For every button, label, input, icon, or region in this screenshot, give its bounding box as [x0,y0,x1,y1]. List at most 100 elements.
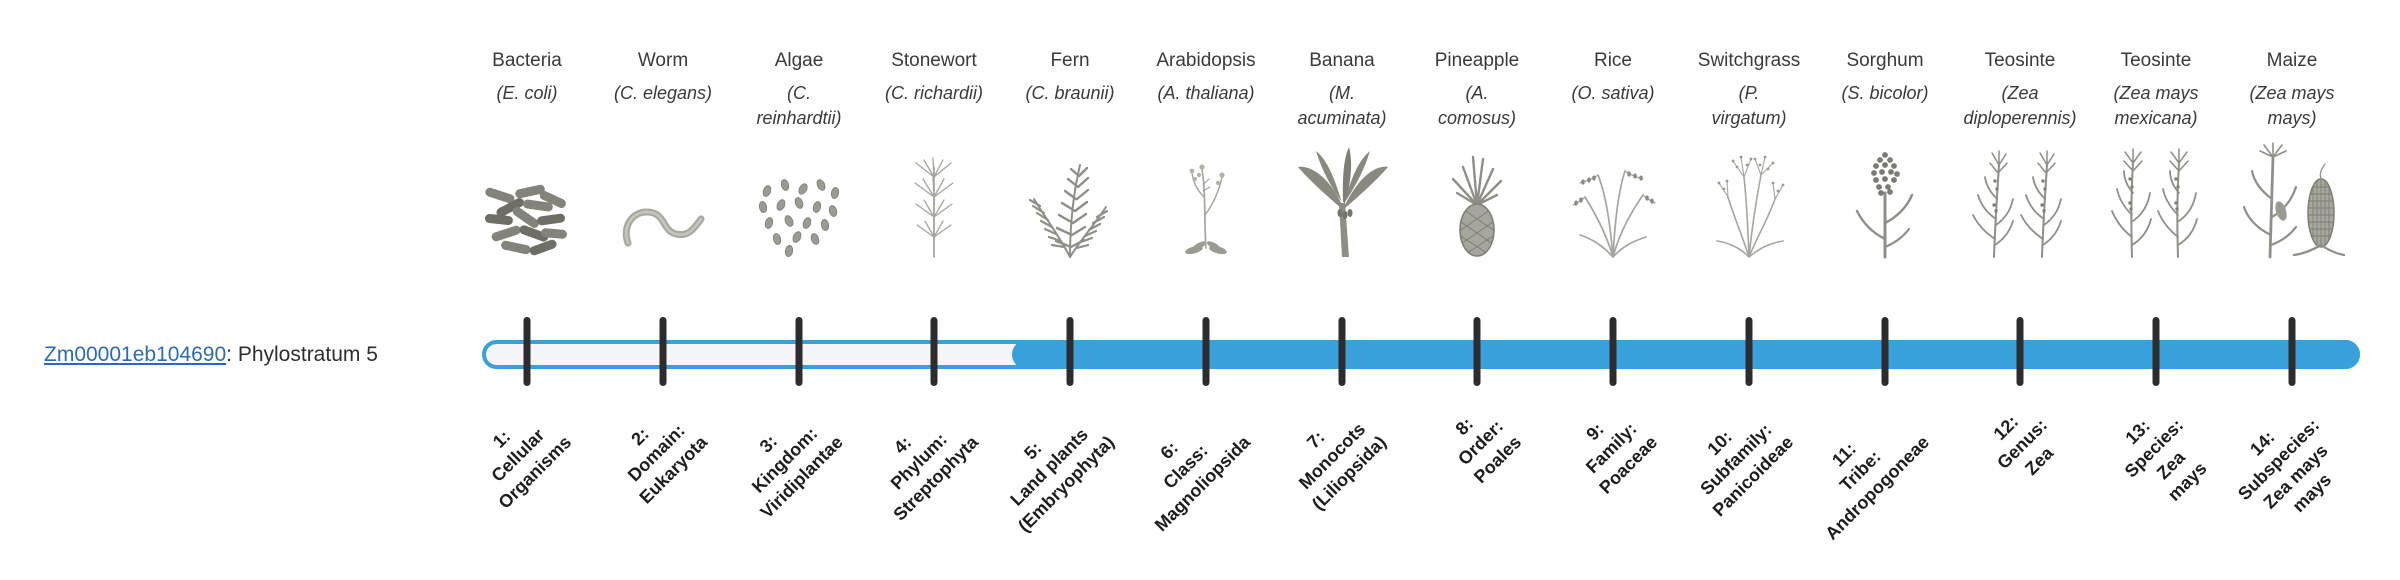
phylostratum-label: 9: Family: Poaceae [1582,418,1661,498]
organism-column-rice: Rice (O. sativa) [1533,50,1693,259]
phylostratum-tick [2288,317,2296,386]
stonewort-icon [914,157,954,258]
organism-column-teosinte-mexicana: Teosinte (Zea mays mexicana) [2076,50,2236,259]
phylostratum-label: 10: Subfamily: Panicoideae [1696,419,1797,521]
organism-scientific-name: (E. coli) [496,82,558,103]
organism-illustration [854,131,1014,259]
organism-common-name: Worm [637,50,689,71]
organism-scientific-name: (S. bicolor) [1841,82,1929,103]
organism-column-pineapple: Pineapple (A. comosus) [1397,50,1557,259]
organism-column-maize: Maize (Zea mays mays) [2212,50,2372,259]
phylostratum-tick [1338,317,1346,386]
organism-column-teosinte-diploperennis: Teosinte (Zea diploperennis) [1940,50,2100,259]
organism-scientific-name: (Zea mays mays) [2249,82,2335,128]
teosinte-icon [1972,150,2062,259]
organism-illustration [1126,131,1286,259]
organism-common-name: Teosinte [1984,50,2056,71]
phylostratum-label: 5: Land plants (Embryophyta) [1006,424,1118,536]
phylostratum-tick [930,317,938,386]
banana-icon [1298,147,1388,258]
phylostratum-label: 3: Kingdom: Viridiplantae [748,423,847,523]
organism-common-name: Bacteria [492,50,562,71]
fern-icon [1028,163,1109,258]
phylostratum-tick [2152,317,2160,386]
phylostratum-label: 2: Domain: Eukaryota [624,420,711,508]
rice-icon [1572,169,1656,258]
organism-common-name: Stonewort [891,50,977,71]
organism-illustration [1397,131,1557,259]
organism-column-worm: Worm (C. elegans) [583,50,743,259]
organism-illustration [1805,131,1965,259]
organism-scientific-name: (O. sativa) [1571,82,1655,103]
organism-column-bacteria: Bacteria (E. coli) [447,50,607,259]
phylostratum-tick [2016,317,2024,386]
organism-column-arabidopsis: Arabidopsis (A. thaliana) [1126,50,1286,259]
switchgrass-icon [1716,155,1785,258]
organism-illustration [990,131,1150,259]
gene-link[interactable]: Zm00001eb104690 [44,343,227,366]
organism-common-name: Switchgrass [1697,50,1801,71]
organism-illustration [2212,131,2372,259]
organism-illustration [583,131,743,259]
organism-common-name: Banana [1309,50,1375,71]
phylostratum-label: 11: Tribe: Andropogoneae [1821,431,1933,544]
organism-column-banana: Banana (M. acuminata) [1262,50,1422,259]
phylostratum-tick [1202,317,1210,386]
phylostratum-label: 1: Cellular Organisms [487,425,575,513]
organism-illustration [1262,131,1422,259]
organism-common-name: Fern [1050,50,1090,71]
organism-scientific-name: (A. thaliana) [1157,82,1255,103]
phylostratum-label: 8: Order: Poales [1451,413,1525,487]
timeline-bar-filled [1012,340,2360,369]
organism-scientific-name: (A. comosus) [1437,82,1517,128]
organism-illustration [1940,131,2100,259]
organism-column-switchgrass: Switchgrass (P. virgatum) [1669,50,1829,259]
organism-common-name: Algae [774,50,824,71]
organism-scientific-name: (Zea diploperennis) [1963,82,2077,128]
gene-label: Zm00001eb104690: Phylostratum 5 [44,343,378,367]
organism-scientific-name: (C. richardii) [884,82,983,103]
phylostratum-tick [1609,317,1617,386]
phylostratum-tick [1881,317,1889,386]
phylostratum-tick [1473,317,1481,386]
organism-scientific-name: (C. braunii) [1025,82,1115,103]
phylostratum-label: 13: Species: Zea mays [2120,415,2211,505]
organism-illustration [447,131,607,259]
organism-column-sorghum: Sorghum (S. bicolor) [1805,50,1965,259]
phylostratum-tick [795,317,803,386]
arabidopsis-icon [1185,164,1227,254]
organism-illustration [1669,131,1829,259]
algae-icon [758,179,840,258]
organism-illustration [1533,131,1693,259]
pineapple-icon [1451,155,1503,257]
teosinte-icon [2111,148,2198,259]
organism-common-name: Pineapple [1434,50,1520,71]
gene-phylostratum-text: : Phylostratum 5 [226,343,378,366]
phylostratum-tick [659,317,667,386]
organism-scientific-name: (Zea mays mexicana) [2113,82,2199,128]
worm-icon [622,208,705,247]
sorghum-icon [1855,151,1914,259]
organism-column-fern: Fern (C. braunii) [990,50,1150,259]
organism-common-name: Maize [2266,50,2318,71]
organism-common-name: Sorghum [1846,50,1924,71]
organism-common-name: Arabidopsis [1156,50,1256,71]
phylostratum-label: 6: Class: Magnoliopsida [1150,431,1254,536]
organism-scientific-name: (C. elegans) [613,82,713,103]
organism-scientific-name: (M. acuminata) [1297,82,1387,128]
phylostratum-tick [1745,317,1753,386]
phylostratum-tick [1066,317,1074,386]
bacteria-icon [484,184,567,256]
phylostratum-label: 12: Genus: Zea [1989,411,2057,479]
organism-column-stonewort: Stonewort (C. richardii) [854,50,1014,259]
organism-common-name: Rice [1593,50,1632,71]
maize-icon [2242,142,2346,259]
organism-column-algae: Algae (C. reinhardtii) [719,50,879,259]
organism-scientific-name: (C. reinhardtii) [756,82,842,128]
phylostratum-label: 4: Phylum: Streptophyta [886,429,982,525]
organism-common-name: Teosinte [2120,50,2192,71]
organism-illustration [719,131,879,259]
phylostratum-label: 7: Monocots (Liliopsida) [1295,419,1390,514]
organism-scientific-name: (P. virgatum) [1711,82,1787,128]
